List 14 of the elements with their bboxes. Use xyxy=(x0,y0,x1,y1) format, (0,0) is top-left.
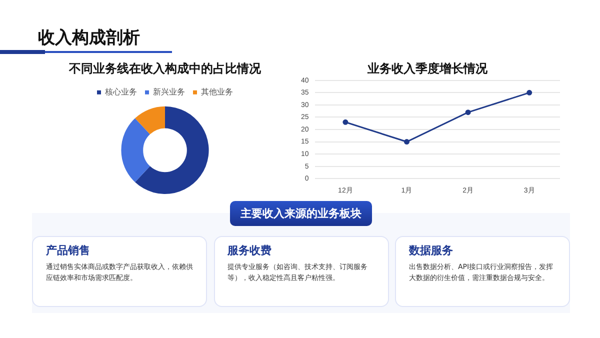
point xyxy=(342,119,348,125)
point xyxy=(465,110,471,116)
legend-label: 新兴业务 xyxy=(153,88,185,97)
text: 数据服务 xyxy=(409,243,454,258)
chart-title: 业务收入季度增长情况 xyxy=(366,61,488,76)
point xyxy=(526,90,532,96)
text: 产品销售 xyxy=(46,243,91,258)
legend-label: 其他业务 xyxy=(201,88,233,97)
point xyxy=(404,139,410,145)
text: 服务收费 xyxy=(228,243,272,258)
text: 收入构成剖析 xyxy=(38,27,140,49)
legend-label: 核心业务 xyxy=(104,88,137,97)
chart-title: 不同业务线在收入构成中的占比情况 xyxy=(68,61,262,76)
text: 主要收入来源的业务板块 xyxy=(230,201,372,226)
